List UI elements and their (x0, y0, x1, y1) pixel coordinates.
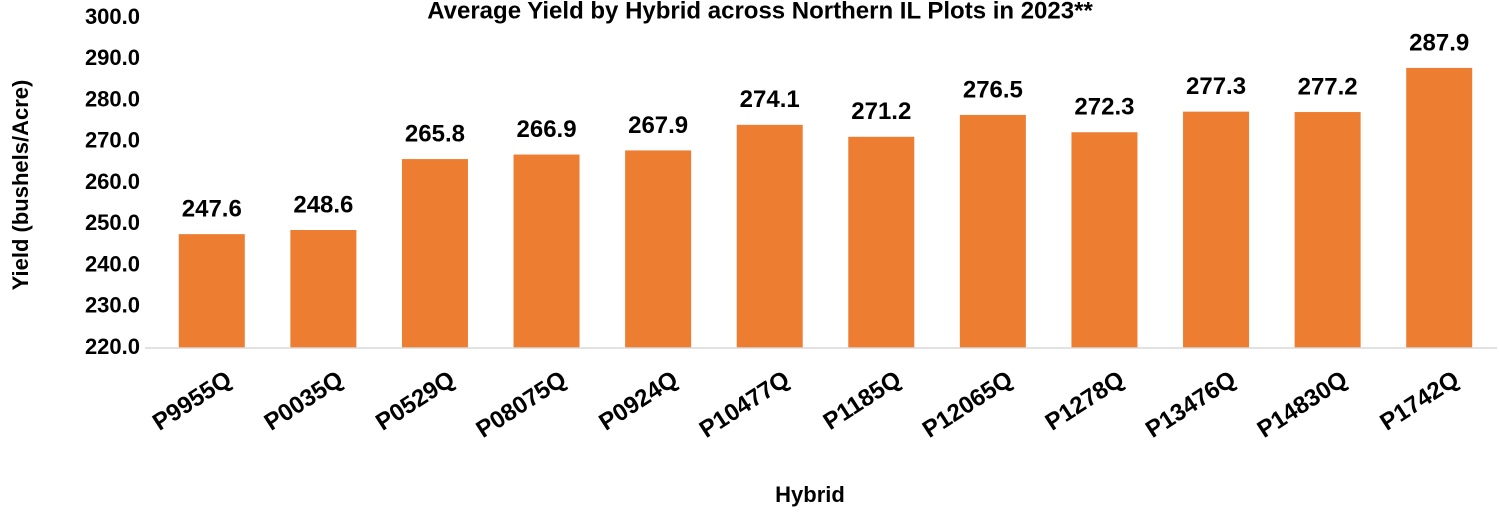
y-tick-label: 250.0 (85, 210, 140, 235)
y-axis-title: Yield (bushels/Acre) (8, 80, 33, 291)
data-label: 271.2 (851, 98, 911, 125)
bar (959, 114, 1026, 348)
x-tick-label: P1742Q (1375, 366, 1464, 437)
data-label: 247.6 (182, 195, 242, 222)
bar (513, 154, 580, 348)
data-label: 272.3 (1074, 94, 1134, 121)
x-tick-label: P10477Q (695, 366, 795, 444)
data-label: 274.1 (740, 86, 800, 113)
y-tick-label: 230.0 (85, 293, 140, 318)
y-tick-label: 240.0 (85, 251, 140, 276)
data-label: 248.6 (293, 191, 353, 218)
x-tick-label: P9955Q (148, 366, 237, 437)
x-tick-label: P0924Q (594, 366, 683, 437)
data-label: 277.2 (1298, 73, 1358, 100)
bar (1406, 67, 1473, 348)
data-label: 265.8 (405, 120, 465, 147)
data-label: 287.9 (1409, 29, 1469, 56)
x-axis-title: Hybrid (775, 482, 845, 507)
bar (848, 136, 915, 348)
x-tick-label: P14830Q (1253, 366, 1353, 444)
y-tick-label: 290.0 (85, 45, 140, 70)
bar (401, 159, 468, 348)
data-label: 276.5 (963, 76, 1023, 103)
bar (625, 150, 692, 348)
y-tick-label: 300.0 (85, 4, 140, 29)
y-tick-label: 280.0 (85, 86, 140, 111)
y-tick-label: 270.0 (85, 128, 140, 153)
x-tick-label: P13476Q (1141, 366, 1241, 444)
bar (1294, 112, 1361, 348)
x-tick-label: P08075Q (471, 366, 571, 444)
y-tick-label: 220.0 (85, 334, 140, 359)
data-label: 266.9 (517, 116, 577, 143)
bar (736, 124, 803, 349)
y-tick-label: 260.0 (85, 169, 140, 194)
x-tick-label: P12065Q (918, 366, 1018, 444)
bar (1071, 132, 1138, 348)
data-label: 267.9 (628, 112, 688, 139)
x-tick-label: P0529Q (371, 366, 460, 437)
x-tick-label: P1185Q (819, 366, 906, 436)
bar (290, 230, 357, 348)
bar (1183, 111, 1250, 348)
x-tick-label: P0035Q (260, 366, 349, 437)
data-label: 277.3 (1186, 73, 1246, 100)
bar (178, 234, 245, 348)
chart-title: Average Yield by Hybrid across Northern … (427, 0, 1093, 24)
x-tick-label: P1278Q (1041, 366, 1130, 437)
